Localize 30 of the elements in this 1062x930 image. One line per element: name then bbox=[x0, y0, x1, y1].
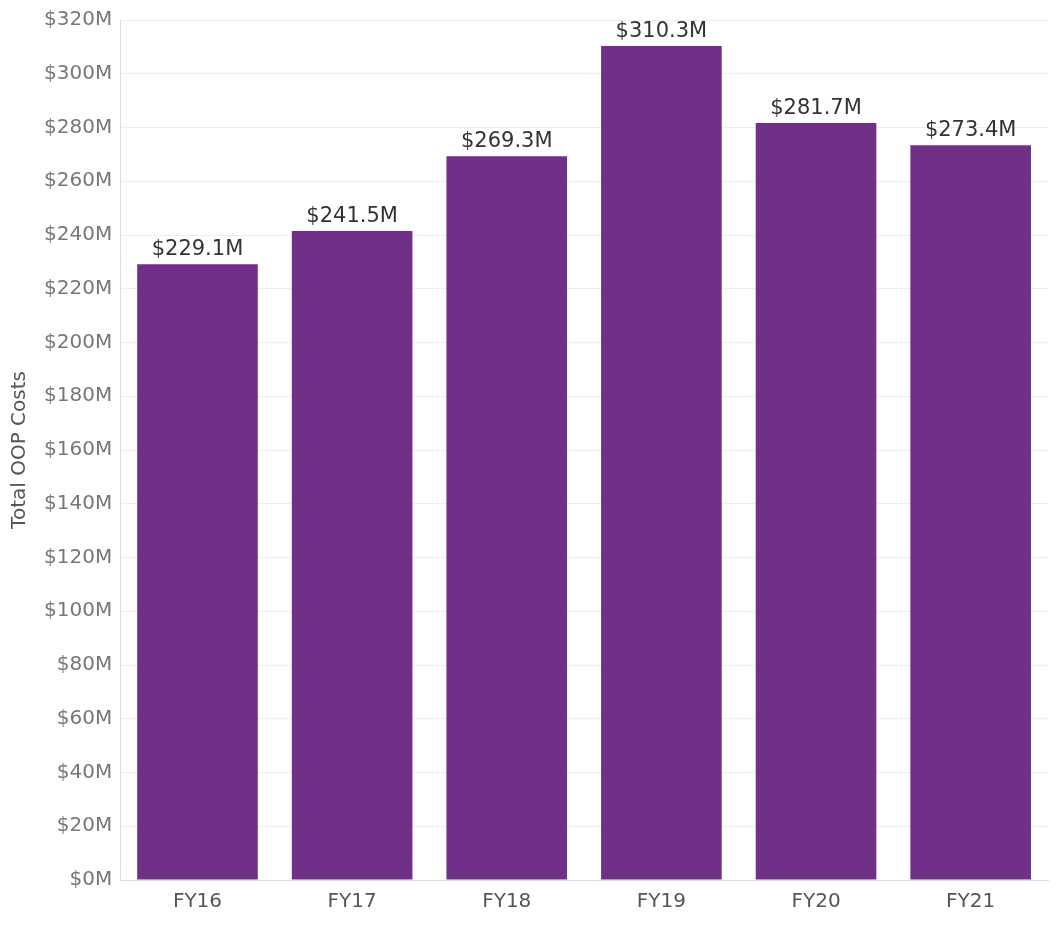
x-tick-label: FY16 bbox=[172, 888, 223, 913]
data-label: $310.3M bbox=[615, 18, 708, 43]
y-tick-label: $280M bbox=[44, 113, 113, 138]
y-tick-label: $260M bbox=[44, 167, 113, 192]
y-tick-label: $160M bbox=[44, 436, 113, 461]
y-tick-label: $140M bbox=[44, 489, 113, 514]
y-tick-label: $20M bbox=[56, 812, 113, 837]
y-tick-label: $320M bbox=[44, 6, 113, 31]
y-tick-label: $120M bbox=[44, 543, 113, 568]
y-tick-label: $180M bbox=[44, 382, 113, 407]
data-label: $229.1M bbox=[151, 236, 244, 261]
y-tick-label: $40M bbox=[56, 758, 113, 783]
y-tick-label: $60M bbox=[56, 704, 113, 729]
x-tick-label: FY19 bbox=[636, 888, 686, 913]
x-tick-label: FY18 bbox=[482, 888, 532, 913]
y-tick-label: $100M bbox=[44, 597, 113, 622]
x-tick-label: FY21 bbox=[946, 888, 996, 913]
y-axis-title: Total OOP Costs bbox=[6, 371, 31, 530]
y-tick-label: $240M bbox=[44, 221, 113, 246]
y-tick-label: $0M bbox=[69, 866, 113, 891]
y-tick-label: $220M bbox=[44, 274, 113, 299]
x-tick-label: FY20 bbox=[791, 888, 841, 913]
data-label: $281.7M bbox=[770, 94, 862, 119]
y-tick-label: $200M bbox=[44, 328, 113, 353]
y-tick-label: $300M bbox=[44, 59, 113, 84]
y-tick-label: $80M bbox=[56, 651, 113, 676]
data-label: $269.3M bbox=[460, 128, 553, 153]
data-label: $241.5M bbox=[306, 202, 398, 227]
data-label: $273.4M bbox=[924, 117, 1017, 142]
x-tick-label: FY17 bbox=[327, 888, 377, 913]
